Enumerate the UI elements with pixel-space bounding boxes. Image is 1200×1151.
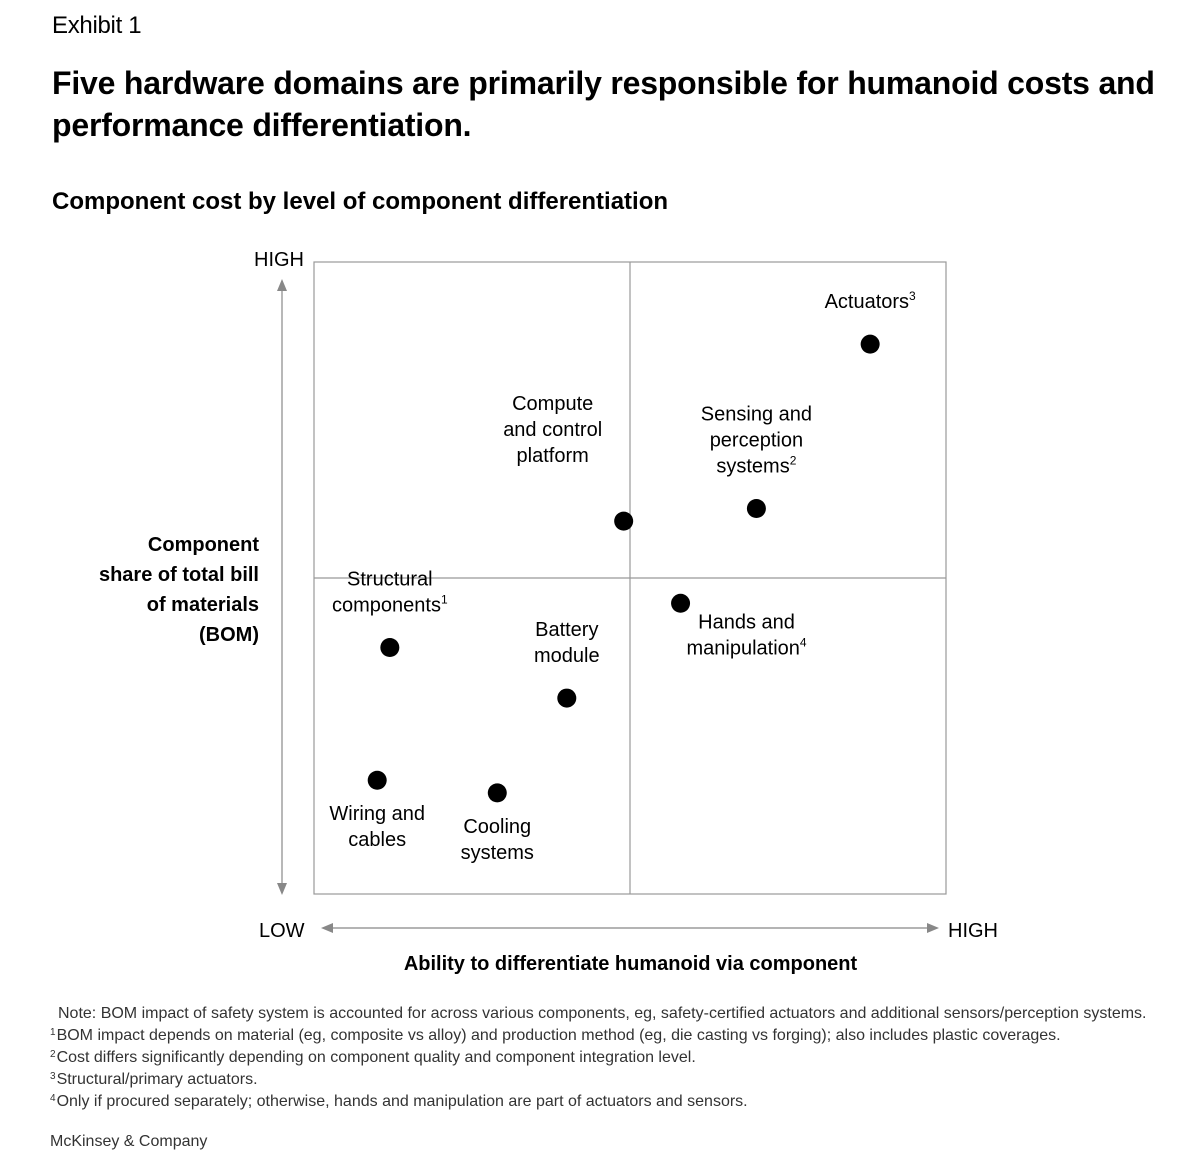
footnote-4: 4Only if procured separately; otherwise,… (50, 1089, 1147, 1111)
note-text: Note: BOM impact of safety system is acc… (58, 1005, 1147, 1022)
source-credit: McKinsey & Company (50, 1133, 208, 1150)
point-label-line: platform (517, 445, 589, 467)
y-axis-label-line: of materials (146, 594, 259, 616)
point-label-line: systems (461, 842, 534, 864)
footnote-number: 2 (50, 1049, 56, 1060)
y-axis-label-line: Component (147, 534, 259, 556)
footnote-text: Only if procured separately; otherwise, … (56, 1093, 748, 1110)
point-label-superscript: 2 (790, 453, 797, 467)
point-label-line: module (534, 645, 600, 667)
footnote-number: 4 (50, 1093, 56, 1104)
x-axis-arrow (321, 923, 939, 933)
point-cooling-systems: Cooling systems (461, 783, 534, 864)
point-marker (557, 688, 577, 708)
point-label: Battery module (534, 619, 600, 667)
point-marker (614, 511, 634, 531)
point-label: Structural components1 (332, 569, 448, 617)
point-label-superscript: 4 (800, 635, 807, 649)
point-marker (671, 593, 691, 613)
point-battery-module: Battery module (534, 619, 600, 708)
footnotes: Note: BOM impact of safety system is acc… (50, 1004, 1147, 1111)
point-label-line: manipulation4 (687, 635, 807, 659)
footnote-text: BOM impact depends on material (eg, comp… (56, 1027, 1061, 1044)
point-label-line: Structural (347, 569, 433, 591)
point-label-line: Battery (535, 619, 598, 641)
footnote-1: 1BOM impact depends on material (eg, com… (50, 1023, 1147, 1045)
point-label-line: Cooling (463, 816, 531, 838)
page-title: Five hardware domains are primarily resp… (52, 65, 1155, 143)
y-axis-label-line: share of total bill (98, 564, 259, 586)
chart-frame (313, 261, 947, 895)
point-marker (380, 638, 400, 658)
point-label-line: Actuators3 (825, 289, 916, 313)
point-label: Actuators3 (825, 289, 916, 313)
point-hands-and-manipulation: Hands and manipulation4 (671, 593, 807, 659)
x-axis-label: Ability to differentiate humanoid via co… (403, 953, 858, 975)
point-wiring-and-cables: Wiring and cables (329, 770, 425, 851)
point-marker (860, 334, 880, 354)
chart-title: Component cost by level of component dif… (52, 188, 669, 215)
point-label-line: components1 (332, 593, 448, 617)
y-axis-high-label: HIGH (254, 249, 304, 271)
point-label-line: and control (503, 419, 602, 441)
point-label: Cooling systems (461, 816, 534, 864)
point-label-line: Wiring and (329, 803, 425, 825)
point-sensing-and-perception: Sensing and perception systems2 (701, 403, 812, 518)
point-marker (746, 498, 766, 518)
footnote-number: 3 (50, 1071, 56, 1082)
point-label-superscript: 3 (909, 289, 916, 303)
x-axis-high-label: HIGH (948, 920, 998, 942)
point-compute-and-control: Compute and control platform (503, 393, 634, 531)
point-label: Hands and manipulation4 (687, 611, 807, 659)
y-axis-arrow (277, 279, 287, 895)
point-label-line: Compute (512, 393, 593, 415)
point-structural-components: Structural components1 (332, 569, 448, 658)
point-actuators: Actuators3 (825, 289, 916, 354)
point-label: Compute and control platform (503, 393, 602, 467)
point-marker (487, 783, 507, 803)
point-label-line: perception (710, 429, 803, 451)
point-label-line: cables (348, 829, 406, 851)
point-label-line: Sensing and (701, 403, 812, 425)
point-label: Sensing and perception systems2 (701, 403, 812, 477)
point-marker (367, 770, 387, 790)
footnote-2: 2Cost differs significantly depending on… (50, 1045, 1147, 1067)
x-axis-low-label: LOW (259, 920, 305, 942)
point-label: Wiring and cables (329, 803, 425, 851)
y-axis-label-line: (BOM) (199, 624, 259, 646)
point-label-line: Hands and (698, 611, 795, 633)
footnote-3: 3Structural/primary actuators. (50, 1067, 1147, 1089)
point-label-line: systems2 (716, 453, 796, 477)
y-axis-label: Component share of total bill of materia… (39, 530, 259, 650)
footnote-number: 1 (50, 1027, 56, 1038)
point-label-superscript: 1 (441, 593, 448, 607)
footnote-text: Structural/primary actuators. (56, 1071, 258, 1088)
exhibit-number: Exhibit 1 (52, 12, 142, 39)
footnote-text: Cost differs significantly depending on … (56, 1049, 696, 1066)
